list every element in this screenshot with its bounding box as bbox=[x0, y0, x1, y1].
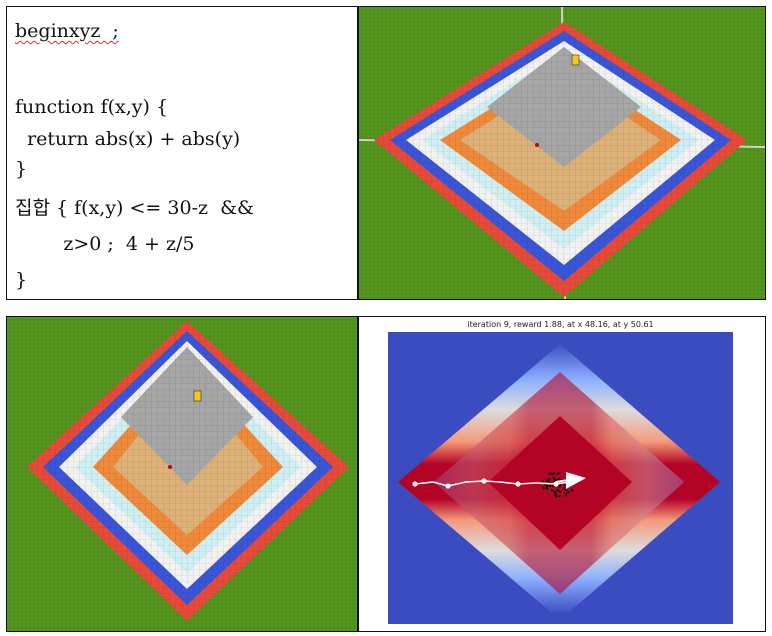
path-point bbox=[481, 478, 487, 484]
sample-dot bbox=[556, 472, 559, 475]
target-dot bbox=[168, 465, 172, 469]
agent-marker bbox=[193, 390, 202, 402]
sample-dot bbox=[555, 495, 558, 498]
code-line-5: } bbox=[15, 158, 28, 180]
sample-dot bbox=[562, 487, 565, 490]
sample-dot bbox=[551, 472, 554, 475]
sample-dot bbox=[548, 472, 551, 475]
voxel-view-bottom bbox=[6, 316, 358, 632]
sample-dot bbox=[564, 494, 568, 497]
code-line-1: beginxyz ; bbox=[15, 20, 119, 42]
sample-dot bbox=[558, 478, 561, 481]
voxel-grid-overlay bbox=[27, 321, 349, 621]
voxel-view-top bbox=[358, 6, 766, 300]
sample-dot bbox=[563, 483, 566, 486]
sample-dot bbox=[554, 491, 557, 494]
code-line-4: return abs(x) + abs(y) bbox=[15, 128, 241, 150]
path-point bbox=[412, 481, 418, 487]
sample-dot bbox=[547, 478, 550, 481]
sample-dot bbox=[552, 476, 555, 479]
sample-dot bbox=[541, 486, 544, 489]
sample-dot bbox=[541, 480, 545, 483]
sample-dot bbox=[546, 484, 549, 487]
path-point bbox=[515, 481, 521, 487]
code-text-line-1: beginxyz ; bbox=[15, 20, 119, 42]
sample-dot bbox=[565, 488, 568, 492]
direction-arrow bbox=[566, 472, 586, 489]
sample-dot bbox=[556, 478, 559, 481]
sample-dot bbox=[559, 483, 562, 486]
sample-dot bbox=[565, 492, 568, 495]
path-point bbox=[445, 483, 451, 489]
sample-dot bbox=[547, 480, 550, 483]
sample-dot bbox=[548, 484, 551, 487]
sample-dot bbox=[553, 472, 556, 475]
code-line-6: 집합 { f(x,y) <= 30-z && bbox=[15, 197, 254, 219]
voxel-pyramid-image-bottom bbox=[7, 317, 357, 631]
code-panel: beginxyz ; function f(x,y) { return abs(… bbox=[6, 6, 358, 300]
path-line bbox=[414, 480, 571, 487]
voxel-pyramid-image-top bbox=[359, 7, 765, 299]
arrow-shaft bbox=[555, 479, 569, 483]
figure-title: iteration 9, reward 1.88, at x 48.16, at… bbox=[467, 320, 654, 329]
heatmap-plot bbox=[388, 332, 733, 624]
sample-dot bbox=[571, 489, 574, 492]
code-line-8: } bbox=[15, 269, 28, 291]
sample-dot bbox=[552, 489, 555, 493]
sample-dot bbox=[558, 489, 561, 493]
target-dot bbox=[535, 143, 539, 147]
agent-marker bbox=[571, 54, 580, 66]
sample-dot bbox=[552, 485, 555, 488]
code-line-3: function f(x,y) { bbox=[15, 96, 169, 118]
code-line-7: z>0 ; 4 + z/5 bbox=[15, 233, 195, 255]
sample-dot bbox=[558, 494, 561, 497]
voxel-grid-overlay bbox=[374, 22, 747, 297]
sample-dot bbox=[556, 489, 559, 492]
sample-dot bbox=[567, 491, 570, 494]
